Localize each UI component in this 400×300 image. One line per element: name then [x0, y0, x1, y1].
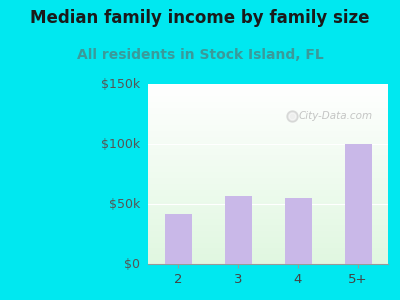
Text: $0: $0 [124, 257, 140, 271]
Text: $50k: $50k [109, 197, 140, 211]
Text: Median family income by family size: Median family income by family size [30, 9, 370, 27]
Bar [344, 144, 372, 264]
Bar [164, 214, 192, 264]
Text: City-Data.com: City-Data.com [298, 111, 372, 122]
Text: $150k: $150k [101, 77, 140, 91]
Text: All residents in Stock Island, FL: All residents in Stock Island, FL [77, 48, 323, 62]
Text: $100k: $100k [101, 137, 140, 151]
Bar [284, 198, 312, 264]
Bar [224, 196, 252, 264]
